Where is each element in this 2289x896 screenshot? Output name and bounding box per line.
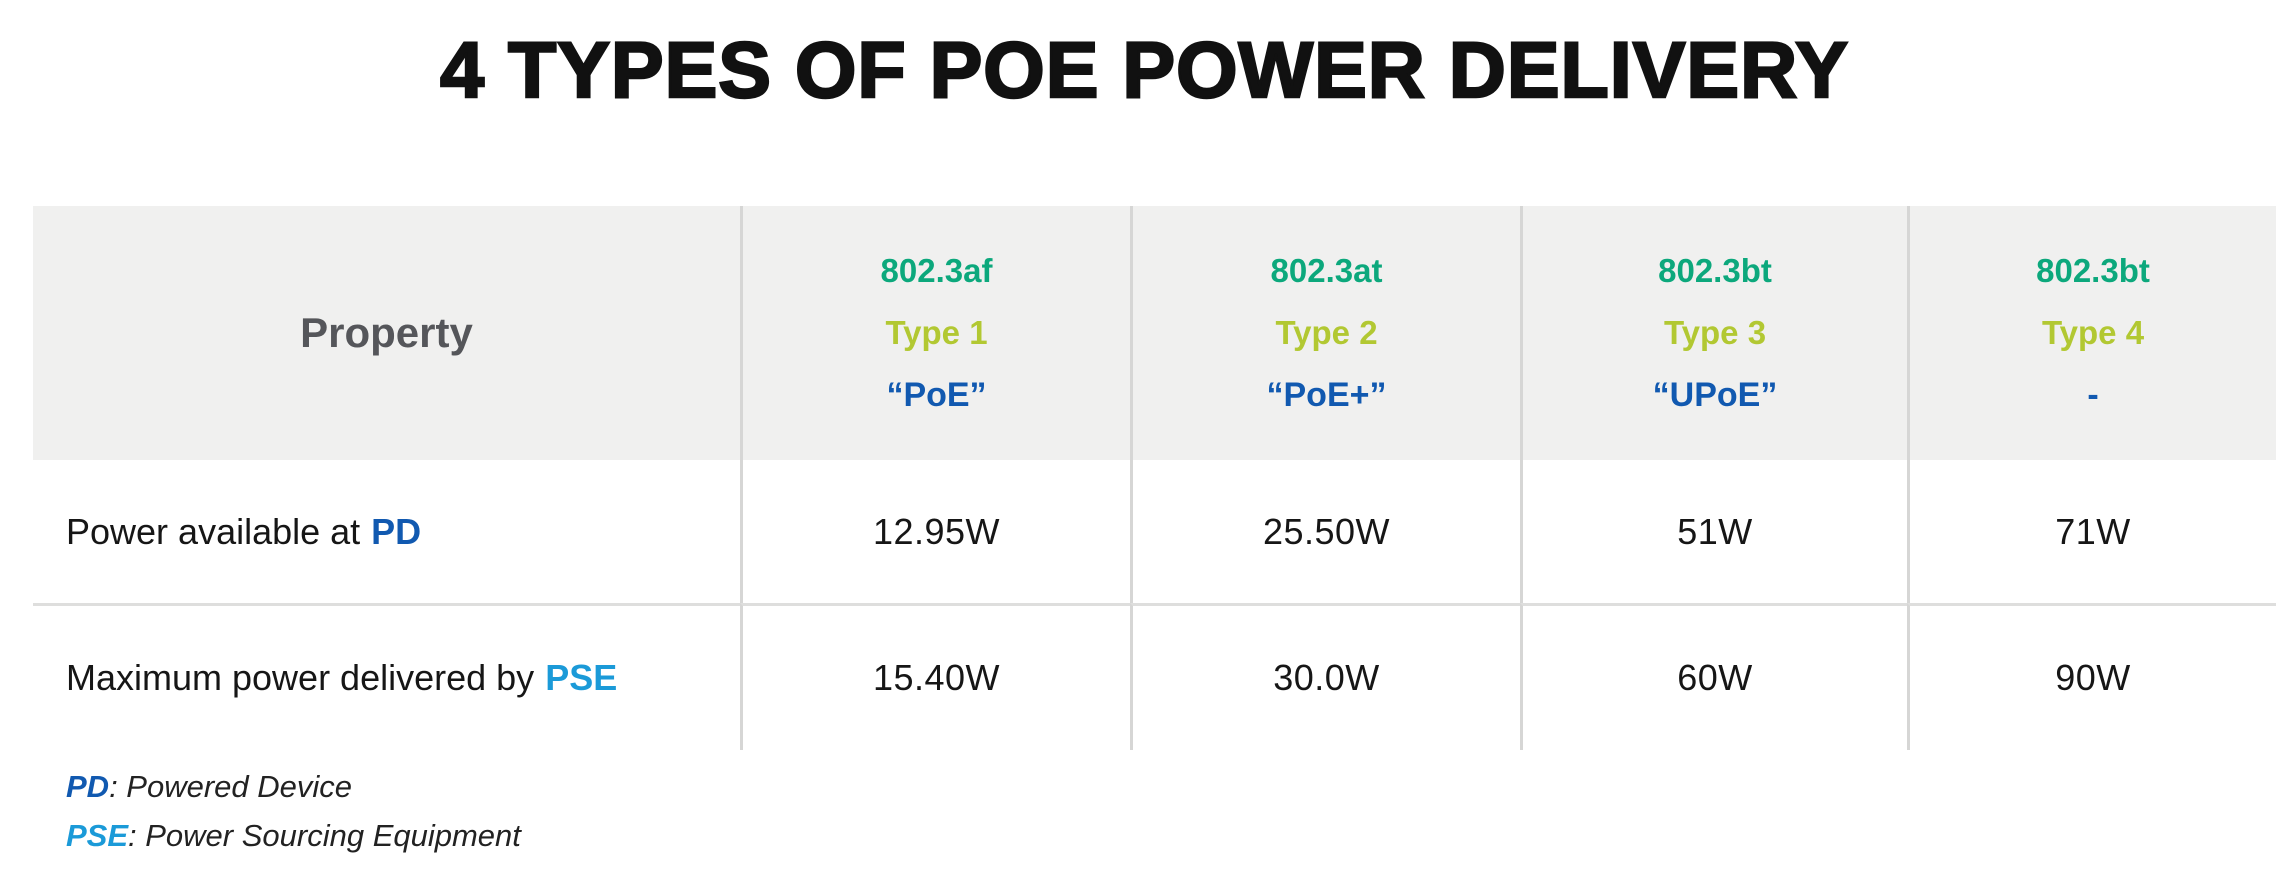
column-header-type1: 802.3af Type 1 “PoE” — [740, 206, 1130, 460]
pse-definition: : Power Sourcing Equipment — [128, 818, 521, 853]
type-label: Type 4 — [2041, 314, 2145, 351]
type-label: Type 2 — [1275, 314, 1378, 351]
pse-term: PSE — [66, 818, 129, 853]
column-header-type4: 802.3bt Type 4 - — [1907, 206, 2276, 460]
column-header-type3: 802.3bt Type 3 “UPoE” — [1520, 206, 1907, 460]
page-title: 4 TYPES OF POE POWER DELIVERY — [439, 24, 1849, 116]
pd-term: PD — [371, 510, 422, 552]
nickname-label: “UPoE” — [1652, 376, 1778, 414]
footnote-pd: PD: Powered Device — [66, 762, 521, 811]
pd-power-type1-value: 12.95W — [740, 460, 1130, 603]
type-label: Type 3 — [1663, 314, 1767, 351]
poe-comparison-table: Property 802.3af Type 1 “PoE” 802.3at Ty… — [33, 206, 2276, 750]
property-header-label: Property — [300, 309, 473, 356]
column-header-type2: 802.3at Type 2 “PoE+” — [1130, 206, 1520, 460]
footnotes: PD: Powered Device PSE: Power Sourcing E… — [66, 762, 521, 860]
pd-definition: : Powered Device — [109, 769, 353, 804]
pse-power-type1-value: 15.40W — [740, 603, 1130, 750]
pse-power-type3-value: 60W — [1520, 603, 1907, 750]
pse-term: PSE — [545, 657, 618, 698]
nickname-label: “PoE+” — [1266, 376, 1387, 414]
pd-power-type2-value: 25.50W — [1130, 460, 1520, 603]
nickname-label: - — [2087, 376, 2099, 414]
column-header-property: Property — [33, 206, 740, 460]
standard-label: 802.3bt — [2036, 252, 2150, 289]
standard-label: 802.3af — [880, 252, 993, 289]
pse-power-type2-value: 30.0W — [1130, 603, 1520, 750]
row-label-pse-power: Maximum power delivered by PSE — [33, 603, 740, 750]
pd-term: PD — [66, 769, 110, 804]
standard-label: 802.3at — [1270, 252, 1383, 289]
row-label-text: Power available at — [66, 510, 361, 552]
pd-power-type4-value: 71W — [1907, 460, 2276, 603]
row-label-pd-power: Power available at PD — [33, 460, 740, 603]
footnote-pse: PSE: Power Sourcing Equipment — [66, 811, 521, 860]
nickname-label: “PoE” — [886, 376, 987, 414]
pd-power-type3-value: 51W — [1520, 460, 1907, 603]
type-label: Type 1 — [885, 314, 988, 351]
row-label-text: Maximum power delivered by — [66, 657, 535, 698]
standard-label: 802.3bt — [1658, 252, 1772, 289]
pse-power-type4-value: 90W — [1907, 603, 2276, 750]
